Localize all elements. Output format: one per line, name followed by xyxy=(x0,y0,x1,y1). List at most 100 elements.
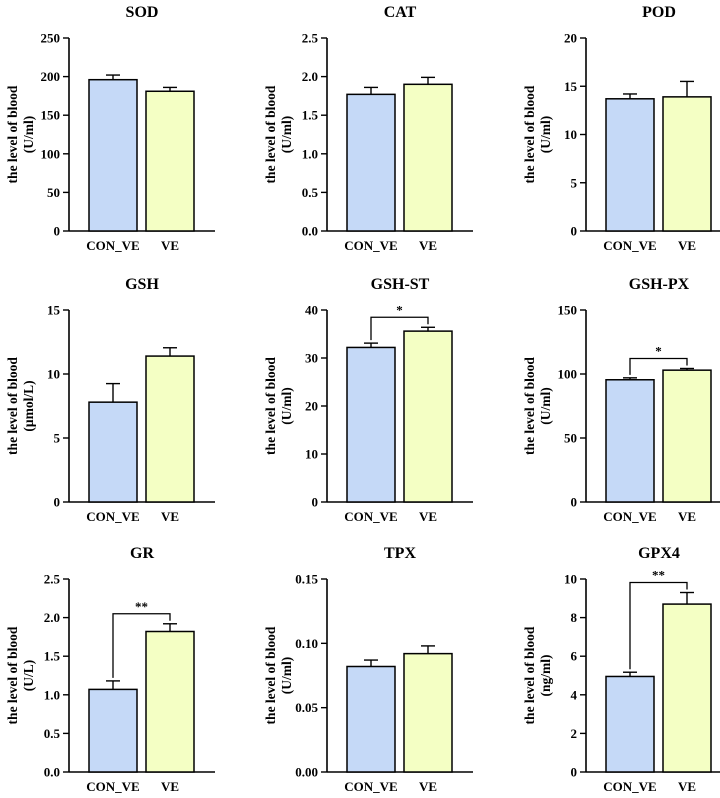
chart-title: GR xyxy=(130,545,154,562)
y-tick-label: 250 xyxy=(41,31,61,46)
y-tick-label: 0.00 xyxy=(295,765,318,780)
y-tick-label: 20 xyxy=(564,31,577,46)
bar-ve xyxy=(145,90,195,232)
bar-ve xyxy=(662,603,712,773)
y-axis-unit: (ng/ml) xyxy=(538,655,553,697)
y-tick-label: 4 xyxy=(571,687,578,702)
y-tick-label: 50 xyxy=(564,431,577,446)
y-tick-label: 10 xyxy=(305,447,318,462)
y-tick-label: 0.05 xyxy=(295,700,318,715)
x-tick-label: CON_VE xyxy=(344,238,397,253)
significance-marker: ** xyxy=(652,568,665,583)
y-tick-label: 0 xyxy=(571,495,578,510)
chart-title: GSH-PX xyxy=(629,276,690,293)
x-tick-label: CON_VE xyxy=(344,779,397,794)
x-tick-label: CON_VE xyxy=(603,779,656,794)
y-tick-label: 150 xyxy=(558,303,578,318)
bar-con-ve xyxy=(605,675,655,773)
x-tick-label: VE xyxy=(678,779,696,794)
x-tick-label: CON_VE xyxy=(86,779,139,794)
x-tick-label: CON_VE xyxy=(86,509,139,524)
bar-con-ve xyxy=(88,78,138,232)
chart-title: POD xyxy=(642,4,676,21)
y-axis-unit: (U/ml) xyxy=(279,116,294,154)
y-tick-label: 0 xyxy=(312,495,319,510)
significance-bracket xyxy=(629,357,688,375)
y-tick-label: 20 xyxy=(305,399,318,414)
y-axis-unit: (U/ml) xyxy=(279,657,294,695)
significance-bracket xyxy=(629,581,688,670)
y-tick-label: 15 xyxy=(564,79,578,94)
chart-title: GSH xyxy=(125,276,159,293)
y-axis-unit: (U/ml) xyxy=(21,116,36,154)
chart-panel-gsh: GSH the level of blood (μmol/L) 0 5 10 15 CON_V… xyxy=(5,276,215,524)
y-tick-label: 1.0 xyxy=(44,687,60,702)
bar-ve xyxy=(145,630,195,773)
y-tick-label: 2 xyxy=(571,726,578,741)
y-tick-label: 200 xyxy=(41,69,61,84)
y-tick-label: 5 xyxy=(54,431,61,446)
y-axis-unit: (U/L) xyxy=(21,660,36,692)
y-tick-label: 2.0 xyxy=(44,610,60,625)
chart-panel-tpx: TPX the level of blood (U/ml) 0.00 0.05 0.10 0… xyxy=(263,545,473,794)
y-tick-label: 15 xyxy=(47,303,61,318)
significance-marker: ** xyxy=(135,599,148,614)
chart-panel-gr: GR the level of blood (U/L) 0.0 0.5 1.0 1.5 2.0… xyxy=(5,545,215,794)
chart-title: GPX4 xyxy=(638,545,680,562)
y-axis-label: the level of blood xyxy=(522,85,537,183)
x-tick-label: VE xyxy=(419,779,437,794)
bar-ve xyxy=(662,96,712,232)
y-tick-label: 10 xyxy=(47,367,60,382)
y-tick-label: 0 xyxy=(54,495,61,510)
bar-ve xyxy=(145,355,195,503)
y-axis-label: the level of blood xyxy=(5,357,20,455)
y-axis-unit: (U/ml) xyxy=(538,387,553,425)
y-tick-label: 0.10 xyxy=(295,636,318,651)
bar-con-ve xyxy=(346,346,396,503)
y-axis-unit: (μmol/L) xyxy=(21,380,36,431)
y-tick-label: 0.0 xyxy=(302,224,318,239)
significance-marker: * xyxy=(396,302,403,317)
bar-con-ve xyxy=(605,98,655,232)
x-tick-label: VE xyxy=(678,509,696,524)
y-tick-label: 100 xyxy=(558,367,578,382)
y-tick-label: 100 xyxy=(41,146,61,161)
chart-panel-gsh-st: GSH-ST the level of blood (U/ml) 0 10 20 30 40 C… xyxy=(263,276,473,524)
x-tick-label: VE xyxy=(161,509,179,524)
y-tick-label: 0.0 xyxy=(44,765,60,780)
chart-title: CAT xyxy=(384,4,417,21)
y-tick-label: 50 xyxy=(47,185,60,200)
significance-bracket xyxy=(370,316,429,341)
bar-con-ve xyxy=(346,665,396,773)
x-tick-label: VE xyxy=(419,238,437,253)
x-tick-label: VE xyxy=(419,509,437,524)
chart-panel-sod: SOD the level of blood (U/ml) 0 50 100 150 200 2… xyxy=(5,4,215,253)
y-tick-label: 2.0 xyxy=(302,69,318,84)
y-tick-label: 2.5 xyxy=(302,31,319,46)
y-tick-label: 0 xyxy=(54,224,61,239)
y-tick-label: 0.5 xyxy=(302,185,319,200)
bar-con-ve xyxy=(346,93,396,232)
x-tick-label: CON_VE xyxy=(344,509,397,524)
y-axis-unit: (U/ml) xyxy=(538,116,553,154)
x-tick-label: CON_VE xyxy=(603,509,656,524)
y-tick-label: 1.5 xyxy=(44,649,61,664)
y-tick-label: 30 xyxy=(305,351,318,366)
bar-ve xyxy=(662,369,712,503)
chart-panel-cat: CAT the level of blood (U/ml) 0.0 0.5 1.0 1.5 2… xyxy=(263,4,473,253)
y-axis-label: the level of blood xyxy=(5,626,20,724)
bar-ve xyxy=(403,652,453,773)
chart-panel-pod: POD the level of blood (U/ml) 0 5 10 15 20 CON_V… xyxy=(522,4,720,253)
x-tick-label: CON_VE xyxy=(86,238,139,253)
y-tick-label: 0 xyxy=(571,765,578,780)
chart-title: SOD xyxy=(126,4,159,21)
y-axis-label: the level of blood xyxy=(522,357,537,455)
significance-marker: * xyxy=(655,343,662,358)
y-tick-label: 0.15 xyxy=(295,572,318,587)
bar-ve xyxy=(403,83,453,232)
y-tick-label: 0.5 xyxy=(44,726,61,741)
bar-con-ve xyxy=(88,401,138,503)
x-tick-label: CON_VE xyxy=(603,238,656,253)
significance-bracket xyxy=(112,613,171,678)
y-axis-label: the level of blood xyxy=(5,85,20,183)
